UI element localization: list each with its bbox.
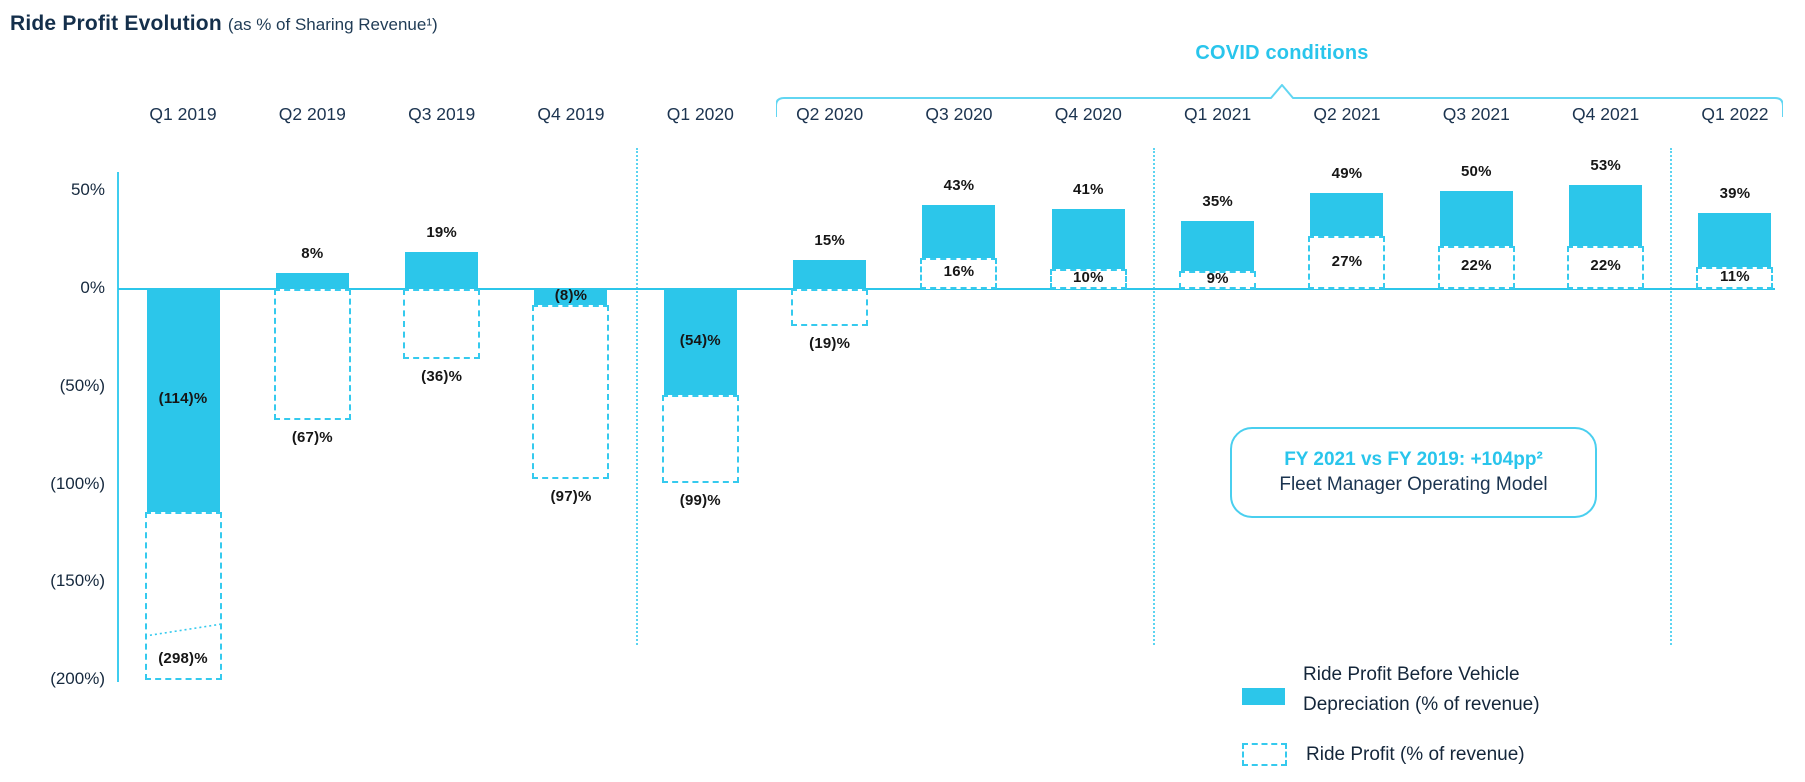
value-label-solid: 39%	[1719, 184, 1751, 202]
bar-ride-profit-before-depreciation	[922, 204, 996, 258]
bar-ride-profit	[1179, 271, 1257, 289]
value-label-dashed: 11%	[1720, 268, 1750, 286]
bar-ride-profit-before-depreciation	[1051, 208, 1125, 270]
value-label-dashed: (99)%	[679, 491, 721, 509]
value-label-solid: (54)%	[679, 331, 721, 349]
bar-ride-profit	[1567, 245, 1645, 289]
bar-ride-profit	[144, 511, 222, 680]
value-label-solid: (114)%	[158, 390, 208, 408]
bar-ride-profit	[791, 289, 869, 327]
category-label: Q2 2020	[796, 104, 864, 124]
value-label-solid: 49%	[1331, 165, 1363, 183]
bar-ride-profit	[920, 257, 998, 289]
annotation-box: FY 2021 vs FY 2019: +104pp² Fleet Manage…	[1230, 427, 1597, 518]
value-label-dashed: (298)%	[158, 650, 208, 667]
category-label: Q1 2022	[1701, 104, 1769, 124]
y-tick-label: 50%	[70, 180, 105, 200]
value-label-dashed: 22%	[1590, 257, 1621, 275]
value-label-solid: (8)%	[554, 286, 588, 304]
category-label: Q1 2020	[666, 104, 734, 124]
bar-ride-profit-before-depreciation	[1698, 212, 1772, 268]
legend-label-solid-line1: Ride Profit Before Vehicle	[1303, 664, 1520, 685]
bar-ride-profit	[1437, 245, 1515, 289]
value-label-solid: 53%	[1590, 157, 1621, 175]
annotation-line2: Fleet Manager Operating Model	[1279, 474, 1548, 495]
bar-ride-profit-before-depreciation	[275, 273, 349, 289]
value-label-solid: 50%	[1460, 163, 1492, 181]
covid-bracket	[776, 84, 1783, 117]
value-label-dashed: (19)%	[809, 335, 851, 353]
legend-label-solid: Ride Profit Before Vehicle Depreciation …	[1303, 660, 1540, 720]
bar-ride-profit	[273, 289, 351, 420]
category-label: Q3 2021	[1442, 104, 1510, 124]
bar-ride-profit	[1696, 267, 1774, 289]
legend-label-dashed: Ride Profit (% of revenue)	[1306, 744, 1525, 765]
category-label: Q2 2019	[278, 104, 346, 124]
value-label-dashed: 10%	[1072, 269, 1104, 287]
bar-ride-profit	[1308, 236, 1386, 289]
bar-ride-profit-before-depreciation	[146, 289, 220, 512]
axis-break-line	[144, 622, 222, 638]
chart-subtitle: (as % of Sharing Revenue¹)	[227, 15, 438, 34]
value-label-solid: 15%	[814, 231, 845, 249]
annotation-line1: FY 2021 vs FY 2019: +104pp²	[1284, 449, 1543, 470]
covid-conditions-label: COVID conditions	[1195, 42, 1369, 64]
legend-swatch-solid	[1242, 688, 1285, 705]
bar-ride-profit-before-depreciation	[534, 289, 608, 305]
category-label: Q3 2020	[925, 104, 993, 124]
category-label: Q1 2019	[149, 104, 217, 124]
value-label-solid: 19%	[426, 223, 457, 241]
value-label-solid: 8%	[301, 245, 324, 263]
value-label-solid: 43%	[943, 176, 975, 194]
value-label-dashed: (67)%	[291, 428, 333, 446]
bar-ride-profit	[532, 304, 610, 479]
category-label: Q4 2021	[1572, 104, 1640, 124]
y-tick-label: (50%)	[59, 375, 105, 395]
period-separator	[1670, 148, 1673, 645]
bar-ride-profit	[1049, 269, 1127, 289]
zero-baseline	[118, 288, 1775, 290]
value-label-solid: 35%	[1202, 192, 1233, 210]
y-tick-label: 0%	[80, 278, 105, 297]
bar-ride-profit-before-depreciation	[1181, 220, 1255, 272]
category-label: Q4 2020	[1054, 104, 1122, 124]
bar-ride-profit-before-depreciation	[663, 289, 737, 395]
category-label: Q3 2019	[408, 104, 476, 124]
legend-swatch-dashed	[1242, 743, 1287, 766]
value-label-dashed: (97)%	[550, 487, 592, 505]
bar-ride-profit-before-depreciation	[405, 251, 479, 289]
category-label: Q2 2021	[1313, 104, 1381, 124]
chart-title: Ride Profit Evolution	[10, 12, 222, 35]
bar-ride-profit-before-depreciation	[1439, 191, 1513, 246]
value-label-dashed: 9%	[1206, 270, 1229, 288]
value-label-dashed: 27%	[1331, 252, 1363, 270]
y-tick-label: (100%)	[50, 473, 105, 493]
value-label-dashed: 22%	[1460, 257, 1492, 275]
value-label-dashed: (36)%	[421, 368, 463, 386]
bar-ride-profit-before-depreciation	[793, 259, 867, 289]
value-label-solid: 41%	[1072, 180, 1104, 198]
category-label: Q4 2019	[537, 104, 605, 124]
bar-ride-profit-before-depreciation	[1569, 185, 1643, 246]
y-tick-label: (150%)	[50, 571, 105, 591]
bar-ride-profit	[403, 289, 481, 360]
value-label-dashed: 16%	[943, 263, 975, 281]
period-separator	[1152, 148, 1155, 645]
bar-ride-profit-before-depreciation	[1310, 193, 1384, 237]
y-axis-line	[117, 172, 119, 682]
bar-ride-profit	[661, 394, 739, 483]
axis-break-glyph	[144, 623, 222, 637]
y-tick-label: (200%)	[50, 669, 105, 688]
page-title: Ride Profit Evolution (as % of Sharing Re…	[10, 12, 438, 36]
category-label: Q1 2021	[1184, 104, 1252, 124]
period-separator	[635, 148, 638, 645]
legend-label-solid-line2: Depreciation (% of revenue)	[1303, 694, 1540, 715]
